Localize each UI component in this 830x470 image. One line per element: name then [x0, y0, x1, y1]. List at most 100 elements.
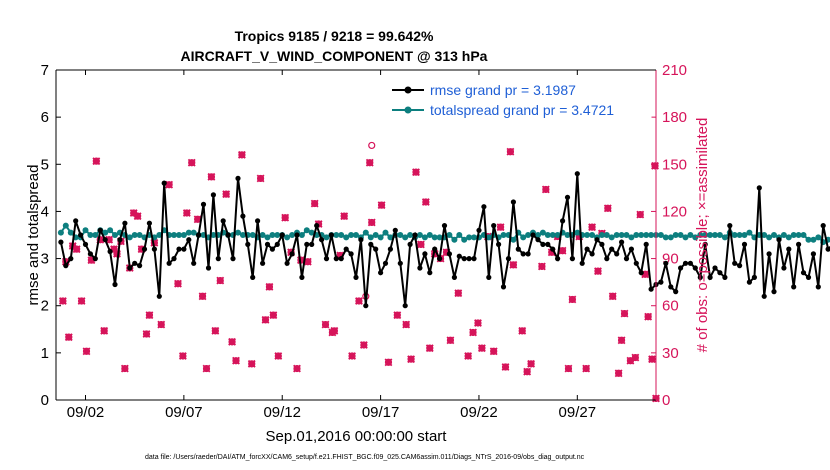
rmse-marker	[225, 232, 231, 238]
rmse-marker	[397, 260, 403, 266]
obs-count-series	[58, 141, 660, 403]
obs-assimilated-marker	[648, 355, 657, 364]
totalspread-marker	[171, 232, 177, 238]
obs-assimilated-marker	[464, 352, 473, 360]
totalspread-marker	[633, 232, 640, 238]
totalspread-marker	[461, 236, 468, 243]
totalspread-marker	[87, 232, 94, 238]
rmse-marker	[151, 246, 157, 252]
rmse-marker	[78, 232, 84, 238]
rmse-marker	[628, 246, 635, 252]
rmse-marker	[712, 265, 718, 271]
obs-assimilated-marker	[336, 251, 345, 260]
rmse-marker	[68, 256, 74, 262]
y-left-tick-label: 7	[41, 62, 49, 79]
rmse-marker	[181, 246, 187, 252]
totalspread-marker	[780, 232, 787, 238]
rmse-marker	[210, 192, 216, 198]
obs-assimilated-marker	[603, 204, 612, 213]
totalspread-marker	[623, 232, 630, 238]
rmse-marker	[250, 274, 256, 280]
rmse-marker	[156, 293, 162, 299]
totalspread-marker	[235, 229, 241, 236]
totalspread-marker	[92, 232, 99, 238]
obs-assimilated-marker	[105, 235, 114, 244]
rmse-marker	[481, 204, 487, 210]
rmse-marker	[673, 289, 679, 295]
obs-assimilated-marker	[321, 320, 330, 329]
rmse-marker	[122, 220, 128, 226]
rmse-marker	[328, 232, 334, 238]
totalspread-marker	[348, 232, 355, 238]
totalspread-marker	[259, 232, 266, 238]
rmse-marker	[579, 260, 585, 266]
totalspread-marker	[372, 232, 379, 238]
y-left-tick-label: 1	[41, 345, 49, 362]
rmse-marker	[446, 251, 452, 257]
obs-assimilated-marker	[496, 223, 505, 232]
rmse-marker	[574, 171, 580, 177]
totalspread-marker	[308, 229, 315, 236]
rmse-marker	[112, 281, 118, 288]
totalspread-marker	[697, 232, 704, 238]
rmse-marker	[137, 263, 143, 269]
rmse-marker	[186, 237, 192, 243]
obs-assimilated-marker	[237, 150, 246, 159]
rmse-marker	[633, 260, 639, 266]
x-tick-label: 09/22	[460, 404, 498, 421]
rmse-marker	[791, 284, 797, 290]
obs-assimilated-marker	[523, 367, 532, 376]
rmse-marker	[668, 284, 674, 290]
rmse-marker	[353, 274, 359, 280]
totalspread-marker	[746, 229, 753, 236]
totalspread-marker	[657, 232, 664, 238]
rmse-marker	[796, 241, 802, 247]
rmse-marker	[392, 227, 398, 233]
rmse-marker	[515, 246, 521, 252]
rmse-marker	[732, 260, 738, 266]
obs-assimilated-marker	[187, 158, 196, 167]
totalspread-marker	[721, 234, 728, 241]
x-axis-label: Sep.01,2016 00:00:00 start	[266, 428, 448, 445]
rmse-marker	[555, 256, 561, 262]
rmse-marker	[815, 284, 821, 290]
obs-assimilated-marker	[165, 180, 174, 189]
rmse-marker	[102, 237, 108, 243]
obs-assimilated-marker	[228, 337, 237, 346]
rmse-marker	[697, 274, 703, 280]
totalspread-marker	[761, 232, 768, 238]
obs-assimilated-marker	[178, 352, 187, 360]
rmse-marker	[805, 274, 812, 280]
chart-title: Tropics 9185 / 9218 = 99.642%	[235, 28, 434, 44]
totalspread-marker	[554, 232, 561, 238]
rmse-marker	[107, 248, 113, 255]
totalspread-marker	[67, 229, 74, 236]
rmse-marker	[491, 223, 497, 229]
rmse-marker	[776, 237, 782, 243]
totalspread-marker	[785, 234, 792, 241]
obs-assimilated-marker	[247, 359, 256, 368]
obs-assimilated-marker	[87, 256, 96, 265]
totalspread-marker	[598, 232, 605, 238]
obs-assimilated-marker	[501, 363, 510, 371]
obs-assimilated-marker	[269, 311, 278, 320]
totalspread-marker	[274, 232, 281, 238]
rmse-marker	[619, 239, 625, 245]
obs-assimilated-marker	[330, 326, 339, 335]
obs-assimilated-marker	[575, 232, 584, 241]
obs-assimilated-marker	[182, 209, 191, 217]
totalspread-marker	[180, 232, 187, 238]
obs-assimilated-marker	[367, 218, 376, 227]
obs-assimilated-marker	[393, 311, 402, 320]
rmse-marker	[599, 241, 605, 247]
totalspread-marker	[682, 234, 689, 241]
totalspread-marker	[333, 232, 340, 238]
rmse-marker	[687, 260, 694, 266]
totalspread-marker	[416, 232, 423, 238]
totalspread-marker	[800, 232, 807, 238]
rmse-marker	[368, 241, 374, 247]
totalspread-marker	[790, 232, 797, 238]
totalspread-marker	[549, 232, 556, 238]
obs-assimilated-marker	[506, 147, 515, 156]
rmse-marker	[786, 246, 792, 252]
